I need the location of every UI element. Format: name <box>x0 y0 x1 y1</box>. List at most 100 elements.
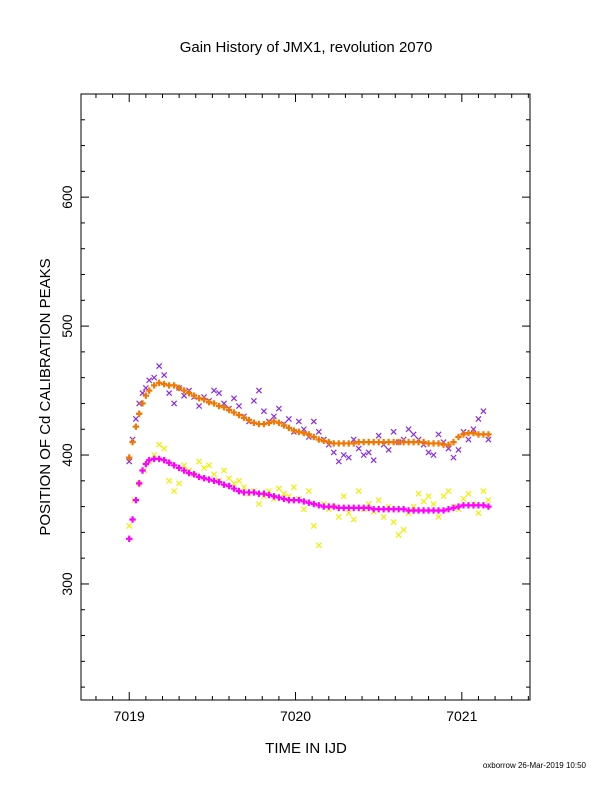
x-tick-label: 7019 <box>114 708 145 724</box>
data-point <box>270 413 277 420</box>
data-point <box>455 503 462 510</box>
data-point <box>355 445 362 452</box>
data-point <box>285 493 292 500</box>
data-point <box>190 471 198 478</box>
data-point <box>415 490 422 497</box>
data-point <box>200 475 208 482</box>
data-point <box>136 410 143 417</box>
data-point <box>196 458 203 465</box>
data-point <box>129 438 136 446</box>
data-point <box>460 431 467 438</box>
data-point <box>250 489 258 496</box>
data-point <box>420 498 427 505</box>
y-tick-label: 400 <box>59 443 75 467</box>
data-point <box>480 488 487 495</box>
data-point <box>425 449 432 456</box>
data-point <box>156 441 163 448</box>
data-point <box>310 522 317 529</box>
data-point <box>305 499 313 506</box>
data-point <box>142 392 150 399</box>
data-point <box>245 417 253 424</box>
data-point <box>230 395 238 402</box>
data-point <box>285 424 293 432</box>
data-point <box>420 438 427 446</box>
data-point <box>170 382 178 389</box>
data-point <box>181 462 188 469</box>
data-point <box>285 415 292 422</box>
data-point <box>465 436 472 443</box>
data-point <box>165 459 173 466</box>
tick-labels: 7019 7020 7021 300 400 500 600 <box>59 185 478 724</box>
data-point <box>480 502 487 509</box>
data-point <box>445 488 452 495</box>
data-point <box>129 516 136 523</box>
data-point <box>260 408 267 415</box>
data-point <box>185 469 193 477</box>
data-point <box>345 510 352 517</box>
data-point <box>470 429 477 437</box>
data-point <box>156 363 163 370</box>
data-point <box>410 503 417 510</box>
data-point <box>240 414 248 421</box>
data-point <box>330 449 337 456</box>
data-point <box>126 458 133 465</box>
chart-title: Gain History of JMX1, revolution 2070 <box>180 39 433 56</box>
data-point <box>196 403 203 410</box>
data-point <box>450 438 457 446</box>
data-point <box>435 440 442 447</box>
data-point <box>300 426 307 433</box>
data-point <box>300 506 307 513</box>
data-point <box>365 500 372 508</box>
data-point <box>195 395 203 402</box>
data-point <box>485 497 492 504</box>
data-point <box>280 490 287 497</box>
data-point <box>211 387 218 394</box>
data-point <box>155 455 163 463</box>
data-point <box>485 436 492 443</box>
data-point <box>230 480 238 487</box>
data-point <box>440 493 447 500</box>
data-point <box>445 445 452 452</box>
data-point <box>235 411 243 419</box>
data-point <box>350 436 357 443</box>
data-point <box>340 493 347 500</box>
data-point <box>455 446 462 453</box>
data-point <box>265 491 273 499</box>
data-point <box>315 502 323 509</box>
data-point <box>206 462 213 469</box>
data-point <box>126 454 133 461</box>
data-point <box>225 482 233 490</box>
data-point <box>375 432 382 439</box>
data-point <box>450 454 457 461</box>
data-point <box>260 420 268 428</box>
data-point <box>400 526 407 533</box>
data-point <box>250 419 258 426</box>
data-point <box>300 429 308 437</box>
data-point <box>390 519 397 526</box>
data-point <box>300 498 308 505</box>
data-point <box>370 457 377 464</box>
y-tick-label: 300 <box>59 572 75 596</box>
data-point <box>132 423 140 430</box>
data-point <box>145 456 153 464</box>
data-point <box>275 494 283 501</box>
data-point <box>166 390 173 397</box>
data-point <box>181 392 188 399</box>
data-point <box>205 476 213 483</box>
data-point <box>161 372 168 379</box>
data-point <box>360 451 367 459</box>
data-point <box>136 480 143 487</box>
data-point <box>315 436 323 443</box>
data-point <box>355 488 362 495</box>
plot-frame <box>80 93 531 701</box>
data-point <box>270 493 278 500</box>
data-point <box>295 496 303 504</box>
data-point <box>175 464 183 472</box>
data-point <box>166 477 173 484</box>
data-point <box>395 531 402 538</box>
y-tick-label: 600 <box>59 185 75 209</box>
data-point <box>220 467 228 474</box>
data-point <box>290 427 298 434</box>
data-point <box>475 415 482 422</box>
